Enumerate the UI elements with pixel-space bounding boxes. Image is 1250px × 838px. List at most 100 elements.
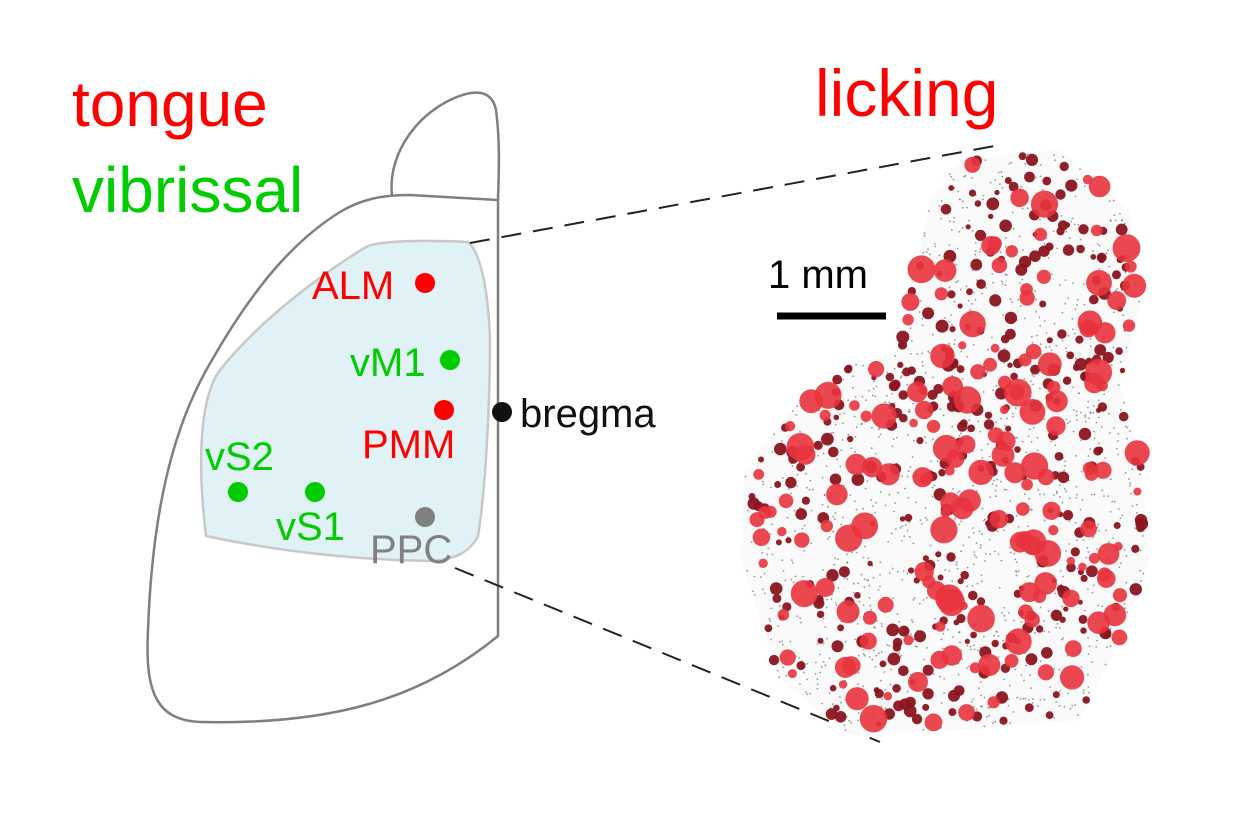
background-cell: [873, 626, 876, 629]
bright-cell: [968, 459, 994, 485]
background-cell: [1067, 334, 1070, 337]
background-cell: [954, 339, 956, 341]
dark-cell: [959, 419, 968, 428]
background-cell: [1021, 207, 1024, 210]
background-cell: [955, 281, 957, 284]
background-cell: [944, 569, 947, 571]
background-cell: [1028, 497, 1030, 500]
background-cell: [992, 389, 994, 392]
background-cell: [1034, 290, 1037, 292]
background-cell: [1003, 488, 1006, 491]
bright-cell: [1037, 468, 1055, 486]
background-cell: [1092, 412, 1094, 414]
dark-cell: [970, 631, 977, 639]
background-cell: [961, 378, 964, 380]
background-cell: [834, 601, 837, 604]
background-cell: [952, 178, 955, 181]
background-cell: [872, 387, 875, 390]
dark-cell: [948, 708, 957, 717]
bright-cell: [777, 609, 790, 621]
bright-cell: [1077, 310, 1103, 336]
background-cell: [857, 683, 859, 686]
background-cell: [1087, 636, 1089, 639]
dark-cell: [1029, 250, 1041, 262]
background-cell: [1022, 697, 1025, 700]
background-cell: [893, 367, 896, 370]
bright-cell: [926, 419, 941, 433]
background-cell: [968, 419, 971, 422]
background-cell: [890, 668, 893, 671]
background-cell: [1086, 547, 1089, 549]
background-cell: [966, 644, 969, 647]
bright-cell: [753, 469, 765, 480]
background-cell: [841, 422, 844, 425]
dark-cell: [940, 204, 952, 215]
background-cell: [842, 516, 844, 519]
background-cell: [1050, 349, 1053, 352]
background-cell: [849, 494, 852, 496]
background-cell: [1000, 280, 1003, 283]
background-cell: [979, 546, 982, 549]
background-cell: [900, 377, 902, 379]
background-cell: [947, 628, 950, 631]
dark-cell: [922, 688, 934, 700]
background-cell: [856, 623, 859, 625]
dark-cell: [1004, 177, 1012, 184]
background-cell: [848, 719, 851, 722]
background-cell: [973, 291, 975, 294]
dark-cell: [1025, 653, 1038, 666]
background-cell: [806, 678, 808, 681]
bright-cell: [932, 434, 960, 462]
background-cell: [1096, 639, 1098, 642]
background-cell: [898, 621, 901, 623]
background-cell: [1031, 336, 1033, 338]
background-cell: [1107, 249, 1109, 252]
background-cell: [862, 507, 864, 510]
background-cell: [1118, 566, 1121, 569]
background-cell: [993, 479, 995, 482]
bright-cell: [934, 287, 948, 301]
background-cell: [847, 399, 849, 402]
bright-cell: [835, 524, 863, 552]
background-cell: [1095, 421, 1098, 424]
background-cell: [922, 251, 925, 254]
background-cell: [865, 579, 868, 582]
dark-cell: [821, 432, 834, 446]
bright-cell: [836, 600, 860, 624]
background-cell: [1095, 646, 1098, 648]
dark-cell: [986, 197, 1000, 211]
background-cell: [997, 171, 1000, 174]
background-cell: [1021, 278, 1024, 281]
background-cell: [912, 599, 915, 601]
bright-cell: [1024, 612, 1040, 628]
background-cell: [786, 516, 789, 519]
background-cell: [846, 578, 849, 581]
background-cell: [1068, 520, 1071, 522]
background-cell: [922, 728, 925, 731]
dark-cell: [922, 664, 934, 676]
dark-cell: [833, 704, 840, 712]
background-cell: [870, 447, 873, 450]
dark-cell: [1056, 227, 1065, 236]
background-cell: [1098, 244, 1101, 247]
dark-cell: [960, 570, 969, 580]
background-cell: [810, 542, 813, 545]
background-cell: [933, 672, 935, 675]
background-cell: [972, 532, 975, 534]
background-cell: [746, 569, 749, 572]
background-cell: [980, 694, 983, 697]
background-cell: [878, 652, 880, 655]
dark-cell: [898, 625, 910, 637]
background-cell: [846, 553, 848, 556]
background-cell: [995, 384, 998, 387]
bright-cell: [983, 357, 997, 372]
bright-cell: [930, 516, 958, 544]
background-cell: [974, 242, 977, 244]
bright-cell: [820, 519, 833, 533]
background-cell: [954, 517, 956, 520]
background-cell: [1043, 519, 1046, 522]
background-cell: [1109, 627, 1112, 630]
background-cell: [1109, 645, 1112, 647]
background-cell: [896, 570, 899, 573]
